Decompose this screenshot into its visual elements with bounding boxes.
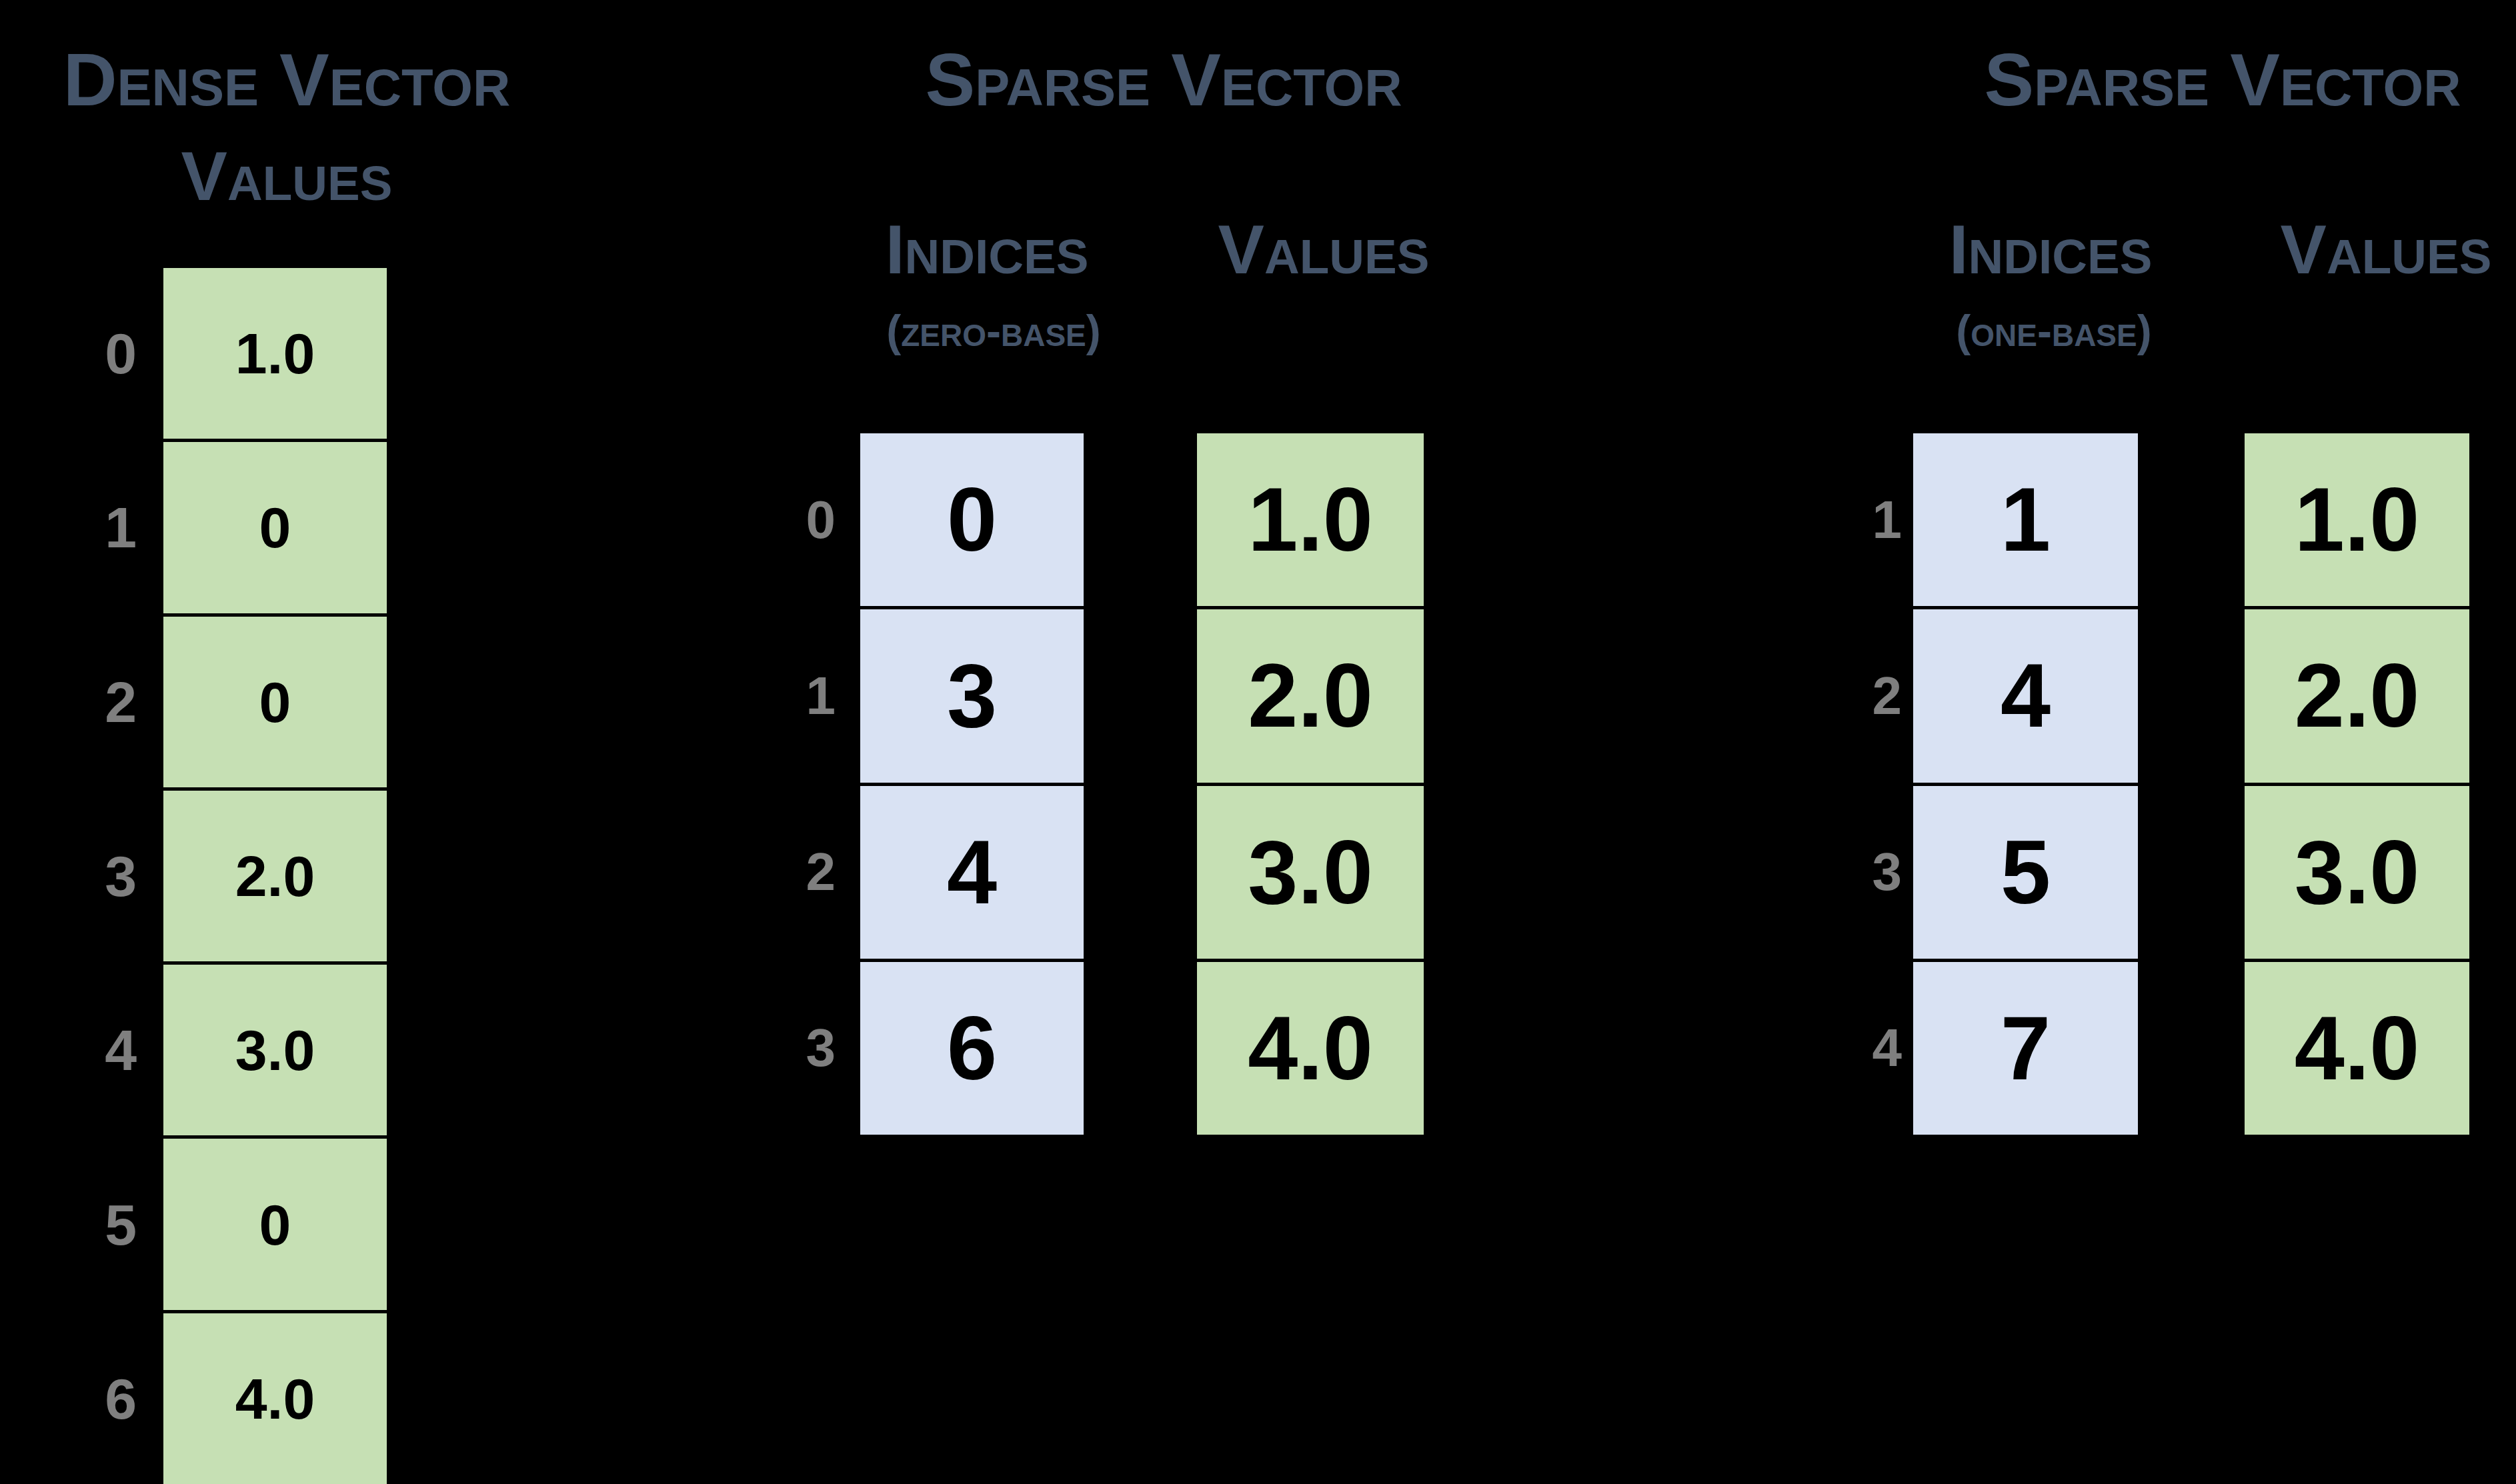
dense-index-labels: 0123456: [37, 268, 137, 1484]
dense-value-cell: 4.0: [163, 1313, 387, 1484]
sparse-one-index-cell: 1: [1913, 433, 2138, 606]
sparse-one-row-label: 2: [1802, 609, 1902, 782]
sparse-vector-diagram: Dense Vector Values 0123456 1.0002.03.00…: [0, 0, 2516, 1484]
sparse-one-values-header: Values: [2281, 215, 2492, 284]
sparse-zero-row-label: 2: [736, 786, 836, 959]
dense-row-label: 5: [37, 1139, 137, 1309]
dense-row-label: 3: [37, 791, 137, 961]
dense-row-label: 6: [37, 1313, 137, 1484]
sparse-one-values-column: 1.02.03.04.0: [2245, 433, 2469, 1135]
sparse-zero-row-label: 0: [736, 433, 836, 606]
sparse-zero-row-labels: 0123: [736, 433, 836, 1135]
dense-value-cell: 1.0: [163, 268, 387, 439]
sparse-zero-index-cell: 6: [860, 962, 1084, 1135]
sparse-zero-index-cell: 3: [860, 609, 1084, 782]
sparse-one-indices-header: Indices: [1949, 215, 2153, 284]
dense-row-label: 1: [37, 442, 137, 613]
dense-value-cell: 0: [163, 617, 387, 787]
sparse-one-value-cell: 3.0: [2245, 786, 2469, 959]
sparse-one-base-subheader: (one-base): [1956, 309, 2151, 353]
sparse-zero-index-cell: 4: [860, 786, 1084, 959]
sparse-zero-value-cell: 1.0: [1197, 433, 1424, 606]
sparse-zero-values-column: 1.02.03.04.0: [1197, 433, 1424, 1135]
sparse-zero-value-cell: 3.0: [1197, 786, 1424, 959]
dense-value-cell: 0: [163, 442, 387, 613]
sparse-one-row-label: 3: [1802, 786, 1902, 959]
dense-values-header: Values: [181, 141, 393, 211]
sparse-one-title: Sparse Vector: [1984, 43, 2461, 117]
sparse-zero-value-cell: 2.0: [1197, 609, 1424, 782]
sparse-zero-title: Sparse Vector: [925, 43, 1402, 117]
sparse-one-row-label: 1: [1802, 433, 1902, 606]
dense-values-column: 1.0002.03.004.0: [163, 268, 387, 1484]
dense-row-label: 2: [37, 617, 137, 787]
sparse-zero-base-subheader: (zero-base): [886, 309, 1101, 353]
sparse-zero-value-cell: 4.0: [1197, 962, 1424, 1135]
sparse-one-index-cell: 7: [1913, 962, 2138, 1135]
sparse-one-value-cell: 1.0: [2245, 433, 2469, 606]
dense-value-cell: 0: [163, 1139, 387, 1309]
sparse-one-index-cell: 4: [1913, 609, 2138, 782]
sparse-one-value-cell: 2.0: [2245, 609, 2469, 782]
sparse-zero-indices-column: 0346: [860, 433, 1084, 1135]
dense-row-label: 0: [37, 268, 137, 439]
sparse-one-index-cell: 5: [1913, 786, 2138, 959]
sparse-one-indices-column: 1457: [1913, 433, 2138, 1135]
dense-value-cell: 2.0: [163, 791, 387, 961]
sparse-one-row-label: 4: [1802, 962, 1902, 1135]
dense-row-label: 4: [37, 965, 137, 1135]
sparse-zero-indices-header: Indices: [886, 215, 1089, 284]
sparse-one-row-labels: 1234: [1802, 433, 1902, 1135]
dense-vector-title: Dense Vector: [63, 43, 511, 117]
sparse-zero-values-header: Values: [1218, 215, 1430, 284]
sparse-one-value-cell: 4.0: [2245, 962, 2469, 1135]
sparse-zero-index-cell: 0: [860, 433, 1084, 606]
sparse-zero-row-label: 1: [736, 609, 836, 782]
dense-value-cell: 3.0: [163, 965, 387, 1135]
sparse-zero-row-label: 3: [736, 962, 836, 1135]
